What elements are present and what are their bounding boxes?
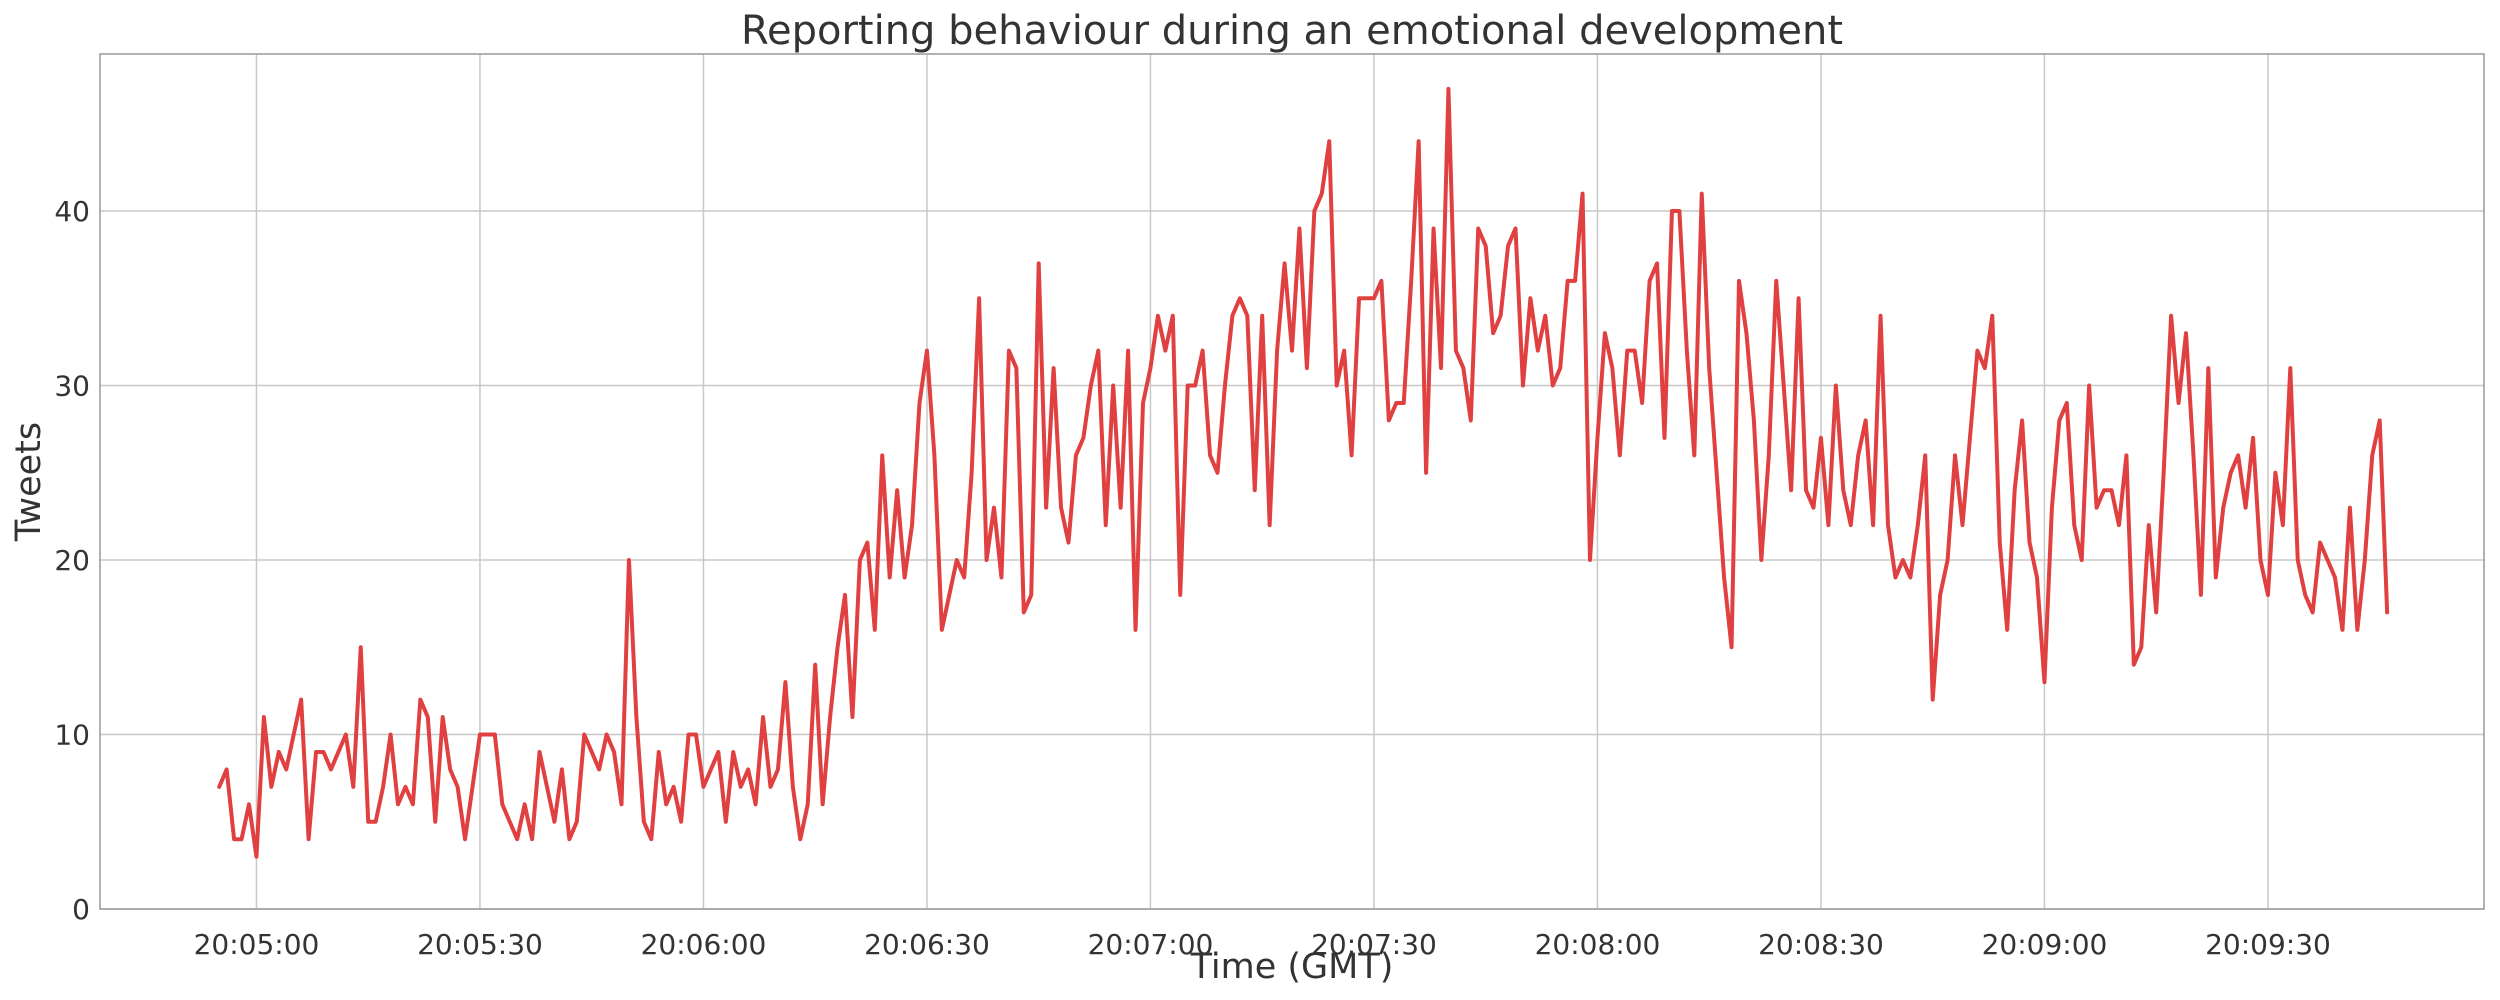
series-layer — [217, 86, 2390, 859]
y-tick-label: 30 — [54, 370, 90, 403]
x-tick-label: 20:07:30 — [1311, 928, 1437, 961]
y-tick-label: 20 — [54, 544, 90, 577]
y-axis-label: Tweets — [9, 422, 49, 542]
x-tick-labels: 20:05:00 20:05:30 20:06:00 20:06:30 20:07:00… — [194, 928, 2331, 961]
x-tick-label: 20:05:30 — [417, 928, 543, 961]
chart-title: Reporting behaviour during an emotional … — [741, 8, 1843, 54]
x-tick-label: 20:08:00 — [1535, 928, 1661, 961]
series-line — [217, 86, 2390, 859]
x-tick-label: 20:06:00 — [641, 928, 767, 961]
y-tick-labels: 0 10 20 30 40 — [54, 195, 90, 926]
x-tick-label: 20:06:30 — [864, 928, 990, 961]
x-tick-label: 20:09:30 — [2205, 928, 2331, 961]
x-tick-label: 20:05:00 — [194, 928, 320, 961]
y-tick-label: 10 — [54, 719, 90, 752]
y-tick-label: 40 — [54, 195, 90, 228]
y-tick-label: 0 — [72, 893, 90, 926]
x-tick-label: 20:07:00 — [1088, 928, 1214, 961]
plot-frame — [99, 53, 2485, 910]
x-tick-label: 20:08:30 — [1758, 928, 1884, 961]
x-tick-label: 20:09:00 — [1982, 928, 2108, 961]
x-axis-label: Time (GMT) — [1190, 947, 1394, 987]
